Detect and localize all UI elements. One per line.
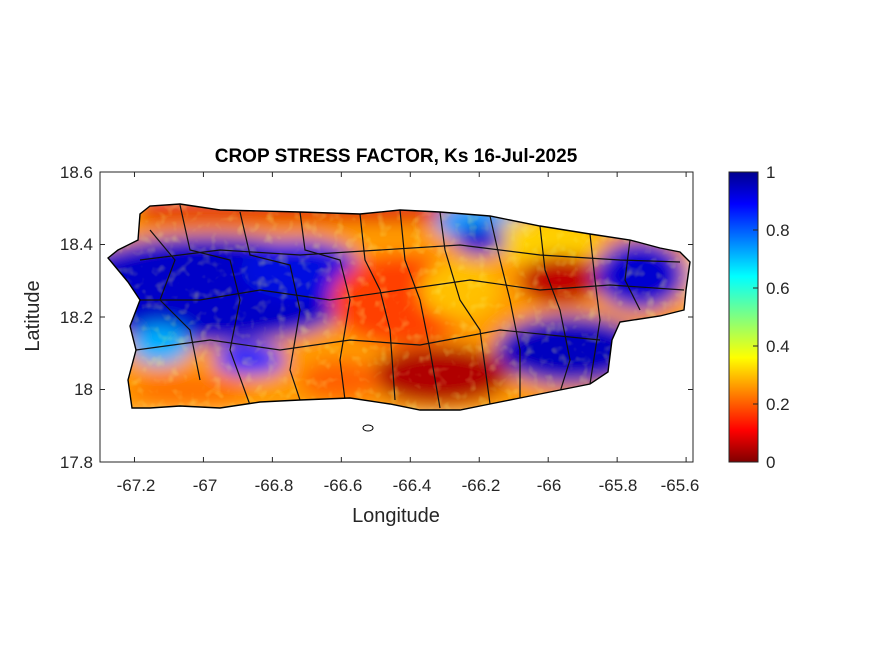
x-tick-label: -66.2 <box>462 476 501 495</box>
y-tick-label: 18.4 <box>60 235 93 254</box>
chart-title: CROP STRESS FACTOR, Ks 16-Jul-2025 <box>215 146 578 167</box>
x-tick-label: -67 <box>193 476 218 495</box>
x-axis-label: Longitude <box>352 505 440 527</box>
x-tick-label: -66.8 <box>255 476 294 495</box>
colorbar-tick-label: 0 <box>766 453 775 472</box>
y-tick-label: 18.6 <box>60 163 93 182</box>
colorbar-tick-label: 1 <box>766 163 775 182</box>
x-tick-label: -66 <box>537 476 562 495</box>
x-tick-label: -66.6 <box>324 476 363 495</box>
municipal-boundaries <box>130 204 685 409</box>
x-tick-label: -66.4 <box>393 476 432 495</box>
colorbar-tick-label: 0.2 <box>766 395 790 414</box>
colorbar <box>728 171 759 463</box>
y-tick-label: 18 <box>74 380 93 399</box>
colorbar-tick-label: 0.8 <box>766 221 790 240</box>
colorbar-tick-label: 0.6 <box>766 279 790 298</box>
x-tick-label: -65.8 <box>599 476 638 495</box>
y-axis-label: Latitude <box>22 280 44 351</box>
colorbar-tick-label: 0.4 <box>766 337 790 356</box>
x-tick-label: -65.6 <box>661 476 700 495</box>
y-tick-label: 17.8 <box>60 453 93 472</box>
x-tick-label: -67.2 <box>117 476 156 495</box>
islet <box>362 424 374 432</box>
y-tick-label: 18.2 <box>60 308 93 327</box>
island-outline <box>107 203 691 411</box>
